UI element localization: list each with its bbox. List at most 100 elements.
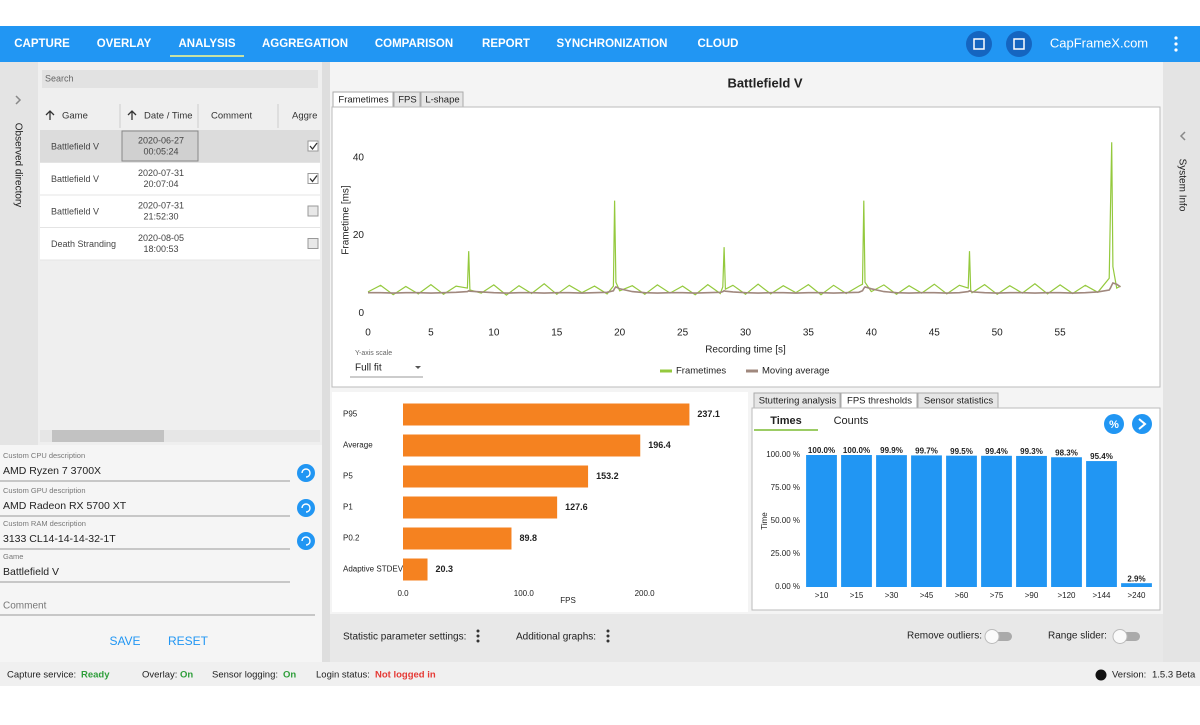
tab-label: Stuttering analysis <box>759 396 837 407</box>
legend-label: Moving average <box>762 366 830 377</box>
x-tick-label: 200.0 <box>635 589 656 598</box>
nav-icon <box>973 38 985 50</box>
bar <box>876 455 907 587</box>
y-axis-label: Time <box>760 512 769 530</box>
menu-dot <box>606 629 610 633</box>
y-tick-label: 50.00 % <box>771 516 800 525</box>
sub-tab[interactable]: Times <box>770 415 802 427</box>
field-value[interactable]: AMD Ryzen 7 3700X <box>3 465 101 477</box>
menu-dot <box>476 634 480 638</box>
search-box[interactable] <box>42 70 318 88</box>
nav-tab[interactable]: COMPARISON <box>375 38 453 50</box>
y-tick-label: 0.00 % <box>775 582 800 591</box>
date-cell: 2020-07-31 <box>138 168 184 178</box>
table-header <box>40 102 320 129</box>
category-label: >45 <box>920 591 934 600</box>
tab-label: FPS thresholds <box>847 396 912 407</box>
nav-tab[interactable]: ANALYSIS <box>178 38 235 50</box>
value-label: 89.8 <box>519 533 537 543</box>
setting-label[interactable]: Statistic parameter settings: <box>343 632 466 643</box>
nav-icon-button[interactable] <box>966 31 992 57</box>
next-button[interactable] <box>1132 414 1152 434</box>
scroll-thumb[interactable] <box>52 430 164 442</box>
y-axis-label: Frametime [ms] <box>341 185 352 255</box>
category-label: >60 <box>955 591 969 600</box>
x-tick-label: 5 <box>428 328 434 339</box>
checkbox[interactable] <box>307 205 319 217</box>
legend-label: Frametimes <box>676 366 726 377</box>
tab-label: FPS <box>398 95 416 106</box>
x-tick-label: 15 <box>551 328 563 339</box>
time-cell: 00:05:24 <box>143 146 178 156</box>
status-bar <box>0 662 1200 686</box>
x-tick-label: 40 <box>866 328 878 339</box>
menu-dot <box>476 629 480 633</box>
value-label: 153.2 <box>596 471 619 481</box>
bar <box>946 455 977 587</box>
nav-tab[interactable]: OVERLAY <box>97 38 152 50</box>
value-label: 98.3% <box>1055 448 1078 457</box>
date-cell: 2020-06-27 <box>138 135 184 145</box>
status-label: Overlay: <box>142 670 177 681</box>
menu-dot <box>476 639 480 643</box>
nav-tab[interactable]: SYNCHRONIZATION <box>557 38 668 50</box>
refresh-button[interactable] <box>297 464 315 482</box>
chart-frame <box>331 106 1161 388</box>
game-cell: Battlefield V <box>51 141 99 151</box>
analysis-title: Battlefield V <box>727 75 802 90</box>
nav-tab[interactable]: CAPTURE <box>14 38 70 50</box>
menu-dot <box>1174 42 1178 46</box>
x-tick-label: 25 <box>677 328 689 339</box>
game-cell: Battlefield V <box>51 206 99 216</box>
site-link[interactable]: CapFrameX.com <box>1050 35 1148 50</box>
x-tick-label: 100.0 <box>514 589 535 598</box>
menu-dot <box>606 634 610 638</box>
bar <box>403 465 589 488</box>
left-strip <box>0 62 38 445</box>
bar <box>403 403 690 426</box>
category-label: Average <box>343 441 373 450</box>
nav-icon-button[interactable] <box>1006 31 1032 57</box>
refresh-icon <box>301 468 311 478</box>
refresh-button[interactable] <box>297 499 315 517</box>
sub-tab[interactable]: Counts <box>834 415 869 427</box>
bar <box>911 455 942 587</box>
series-line <box>368 282 1121 294</box>
sort-arrow <box>127 110 137 120</box>
field-value[interactable]: AMD Radeon RX 5700 XT <box>3 500 127 512</box>
checkbox[interactable] <box>307 238 319 249</box>
field-label: Custom RAM description <box>3 519 86 528</box>
table-header-cell: Comment <box>211 111 253 122</box>
field-value[interactable]: Battlefield V <box>3 566 59 578</box>
setting-label[interactable]: Additional graphs: <box>516 632 596 643</box>
y-tick-label: 100.00 % <box>766 450 800 459</box>
comment-placeholder[interactable]: Comment <box>3 601 47 612</box>
nav-tab[interactable]: CLOUD <box>698 38 739 50</box>
nav-tab[interactable]: AGGREGATION <box>262 38 348 50</box>
x-tick-label: 55 <box>1055 328 1067 339</box>
x-tick-label: 10 <box>488 328 500 339</box>
time-cell: 20:07:04 <box>143 179 178 189</box>
field-value[interactable]: 3133 CL14-14-14-32-1T <box>3 533 116 545</box>
expand-arrow <box>15 95 22 105</box>
y-scale-value[interactable]: Full fit <box>355 363 382 374</box>
checkbox[interactable] <box>307 140 319 152</box>
dropdown-arrow <box>415 366 421 369</box>
category-label: >15 <box>850 591 864 600</box>
form-button[interactable]: RESET <box>168 634 209 648</box>
nav-tab[interactable]: REPORT <box>482 38 530 50</box>
nav-icon <box>1013 38 1025 50</box>
category-label: Adaptive STDEV <box>343 565 404 574</box>
value-label: 100.0% <box>843 446 870 455</box>
version-value: 1.5.3 Beta <box>1152 670 1196 681</box>
checkbox[interactable] <box>307 173 319 184</box>
date-cell: 2020-08-05 <box>138 233 184 243</box>
form-button[interactable]: SAVE <box>109 634 140 648</box>
y-tick-label: 40 <box>353 152 365 163</box>
x-tick-label: 20 <box>614 328 626 339</box>
refresh-button[interactable] <box>297 532 315 550</box>
y-tick-label: 20 <box>353 230 365 241</box>
category-label: >90 <box>1025 591 1039 600</box>
percent-button[interactable] <box>1104 414 1124 434</box>
